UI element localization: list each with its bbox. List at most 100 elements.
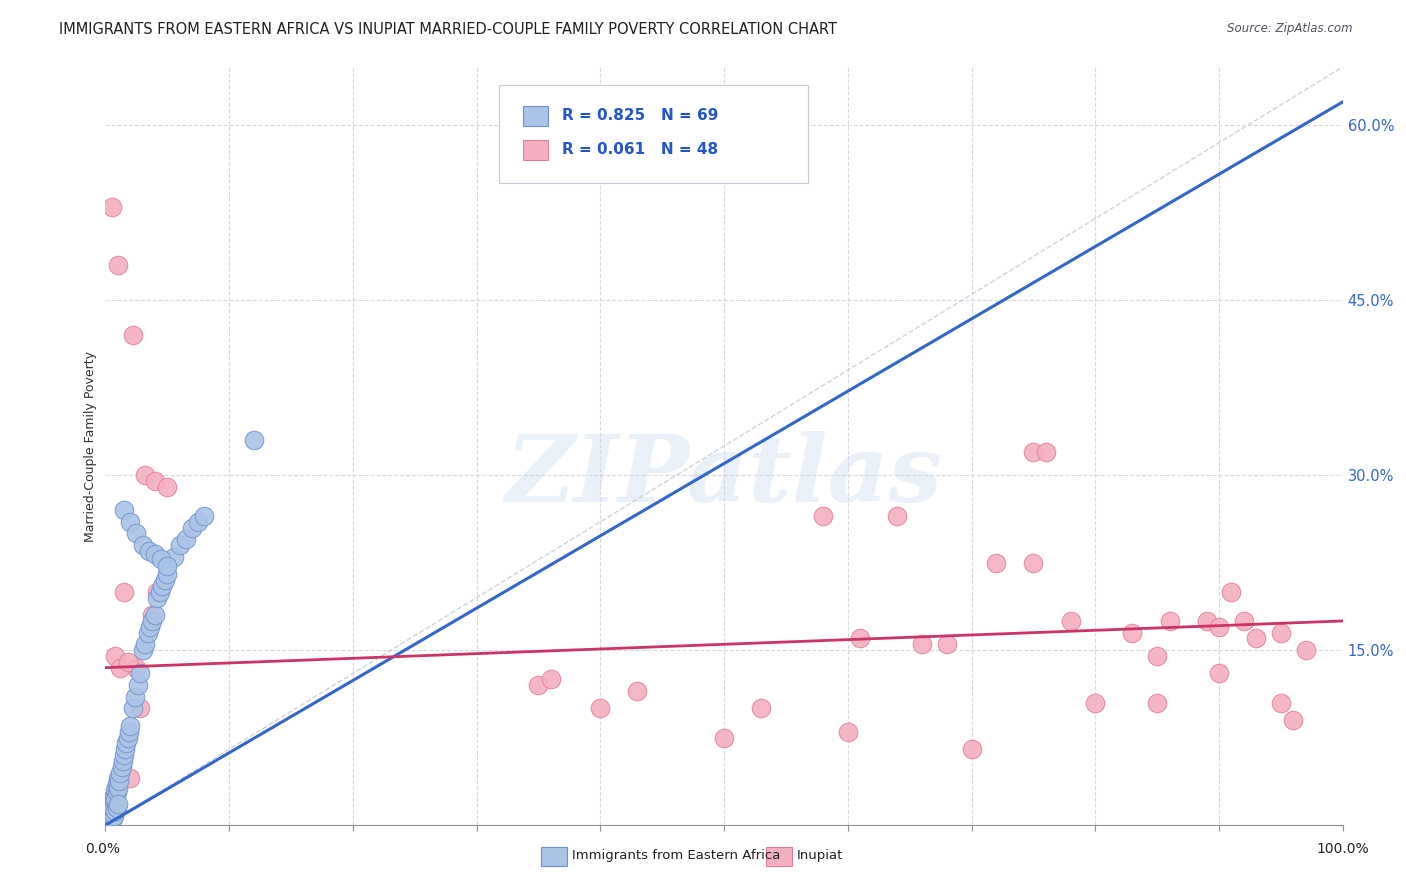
Point <box>1146 696 1168 710</box>
Text: R = 0.825   N = 69: R = 0.825 N = 69 <box>562 109 718 123</box>
Point <box>118 724 141 739</box>
Point <box>117 655 139 669</box>
Point <box>112 748 135 763</box>
Point <box>713 731 735 745</box>
Point <box>103 797 125 811</box>
Point <box>100 806 122 821</box>
Point <box>911 637 934 651</box>
Point <box>107 780 129 795</box>
Text: R = 0.061   N = 48: R = 0.061 N = 48 <box>562 143 718 157</box>
Point <box>112 584 135 599</box>
Point <box>138 544 160 558</box>
Point <box>141 608 163 623</box>
Point <box>935 637 957 651</box>
Point <box>150 579 173 593</box>
Text: Inupiat: Inupiat <box>797 849 844 862</box>
Point <box>100 800 122 814</box>
Point <box>849 632 872 646</box>
Point <box>107 772 129 786</box>
Point <box>110 660 132 674</box>
Point <box>136 625 159 640</box>
Point <box>1220 584 1243 599</box>
Point <box>114 742 136 756</box>
Point <box>1035 445 1057 459</box>
Point <box>1208 620 1230 634</box>
Text: 0.0%: 0.0% <box>86 842 120 856</box>
Point <box>110 760 132 774</box>
Point <box>100 792 122 806</box>
Point <box>749 701 772 715</box>
Point <box>1022 556 1045 570</box>
Point <box>134 637 156 651</box>
Point <box>111 754 134 768</box>
Point <box>97 809 120 823</box>
Point <box>101 800 124 814</box>
Point <box>107 797 129 811</box>
Point <box>104 648 127 663</box>
Point <box>129 666 152 681</box>
Point <box>143 474 166 488</box>
Text: Source: ZipAtlas.com: Source: ZipAtlas.com <box>1227 22 1353 36</box>
Point <box>104 804 127 818</box>
Point <box>1233 614 1256 628</box>
Point <box>103 809 125 823</box>
Point <box>121 701 143 715</box>
Point <box>101 795 124 809</box>
Point <box>98 810 121 824</box>
Point <box>1244 632 1267 646</box>
Point <box>143 608 166 623</box>
Text: 100.0%: 100.0% <box>1316 842 1369 856</box>
Point <box>1146 648 1168 663</box>
Point <box>108 773 131 788</box>
Point <box>131 538 153 552</box>
Point <box>124 690 146 704</box>
Point <box>96 814 118 829</box>
Point <box>960 742 983 756</box>
Point <box>112 503 135 517</box>
Point <box>120 719 142 733</box>
Point <box>146 591 169 605</box>
Point <box>174 533 197 547</box>
Point <box>127 678 149 692</box>
Point <box>141 614 163 628</box>
Point <box>1208 666 1230 681</box>
Point <box>110 765 132 780</box>
Point <box>105 777 128 791</box>
Point <box>125 660 148 674</box>
Point <box>104 792 127 806</box>
Point <box>1270 625 1292 640</box>
Point <box>97 812 120 826</box>
Point <box>243 433 266 447</box>
Point <box>1195 614 1218 628</box>
Text: ZIPatlas: ZIPatlas <box>506 432 942 521</box>
Point <box>103 789 125 803</box>
Point <box>120 772 142 786</box>
Point <box>120 515 142 529</box>
Point <box>105 800 128 814</box>
Point <box>169 538 191 552</box>
Point <box>98 804 121 818</box>
Point <box>1022 445 1045 459</box>
Point <box>1282 713 1305 727</box>
Point <box>143 548 166 562</box>
Point <box>100 805 122 820</box>
Point <box>149 584 172 599</box>
Point <box>1159 614 1181 628</box>
Point <box>100 200 122 214</box>
Point <box>96 812 118 826</box>
Point <box>105 785 128 799</box>
Point <box>129 701 152 715</box>
Point <box>100 797 122 811</box>
Point <box>100 804 122 818</box>
Point <box>193 508 215 523</box>
Point <box>156 567 179 582</box>
Point <box>527 678 550 692</box>
Text: IMMIGRANTS FROM EASTERN AFRICA VS INUPIAT MARRIED-COUPLE FAMILY POVERTY CORRELAT: IMMIGRANTS FROM EASTERN AFRICA VS INUPIA… <box>59 22 837 37</box>
Point <box>626 684 648 698</box>
Point <box>811 508 834 523</box>
Point <box>187 515 209 529</box>
Point <box>156 480 179 494</box>
Point <box>125 526 148 541</box>
Point <box>101 811 124 825</box>
Point <box>837 724 859 739</box>
